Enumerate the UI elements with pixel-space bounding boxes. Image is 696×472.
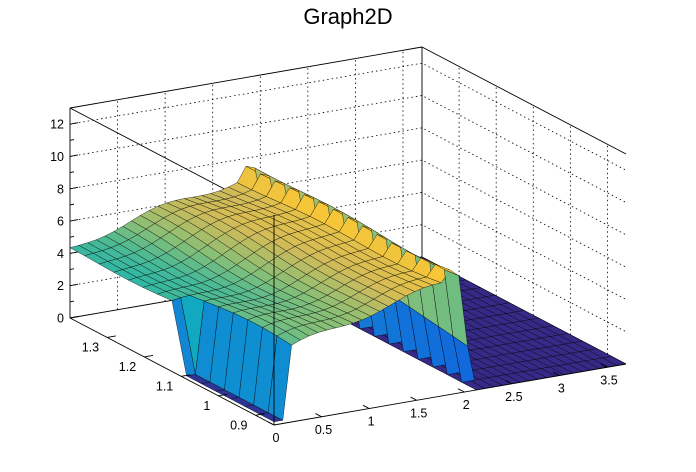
z-minor-tick [69, 235, 75, 238]
z-minor-tick [69, 171, 75, 174]
frame-edge [273, 363, 627, 426]
chart-title: Graph2D [303, 4, 393, 29]
y-tick-label: 1.3 [82, 340, 99, 354]
z-tick-label: 0 [57, 312, 64, 326]
z-tick-label: 4 [57, 247, 64, 261]
z-tick-mark [69, 154, 79, 157]
surface-mesh [69, 165, 627, 423]
x-tick-mark [553, 371, 560, 376]
z-tick-mark [69, 186, 79, 190]
x-tick-label: 0 [273, 431, 280, 445]
x-tick-label: 1.5 [410, 406, 427, 420]
x-tick-label: 0.5 [315, 423, 332, 437]
frame-edge [69, 46, 423, 109]
x-tick-mark [315, 413, 322, 418]
z-tick-mark [69, 316, 79, 319]
x-tick-label: 2.5 [505, 390, 522, 404]
z-minor-tick [69, 300, 75, 303]
frame-edge [69, 317, 275, 426]
y-tick-mark [218, 393, 228, 397]
y-tick-label: 1.1 [156, 379, 173, 393]
x-tick-mark [600, 363, 608, 368]
y-tick-label: 1 [203, 399, 210, 413]
z-tick-label: 8 [57, 182, 64, 196]
x-tick-label: 1 [368, 415, 375, 429]
z-tick-label: 6 [57, 215, 64, 229]
y-tick-mark [144, 354, 154, 358]
x-tick-label: 2 [463, 398, 470, 412]
z-gridline [69, 62, 627, 171]
x-tick-mark [457, 388, 465, 393]
y-tick-label: 0.9 [230, 418, 247, 432]
y-tick-mark [181, 374, 191, 377]
x-tick-mark [267, 421, 275, 426]
z-tick-mark [69, 283, 79, 287]
z-gridline [69, 95, 627, 203]
z-tick-mark [69, 122, 79, 125]
frame-edge [421, 46, 627, 155]
z-tick-mark [69, 251, 79, 254]
x-tick-mark [410, 396, 417, 401]
z-minor-tick [69, 139, 75, 141]
x-tick-label: 3.5 [600, 373, 617, 387]
z-tick-label: 10 [50, 150, 64, 164]
x-tick-mark [362, 404, 370, 409]
y-tick-mark [255, 413, 265, 416]
x-tick-mark [505, 380, 513, 385]
y-tick-label: 1.2 [119, 360, 136, 374]
front-frame [69, 215, 627, 426]
x-tick-label: 3 [558, 382, 565, 396]
z-minor-tick [69, 203, 75, 206]
axis-ticks: 0 0.5 1 1.5 2 2.5 3 3.5 0.9 1 1.1 1.2 1.3 0 2 4 6 8 10 12 [50, 118, 618, 445]
z-tick-mark [69, 219, 79, 222]
z-tick-label: 12 [50, 118, 64, 132]
z-tick-label: 2 [57, 279, 64, 293]
z-minor-tick [69, 268, 75, 270]
y-tick-mark [107, 335, 116, 338]
